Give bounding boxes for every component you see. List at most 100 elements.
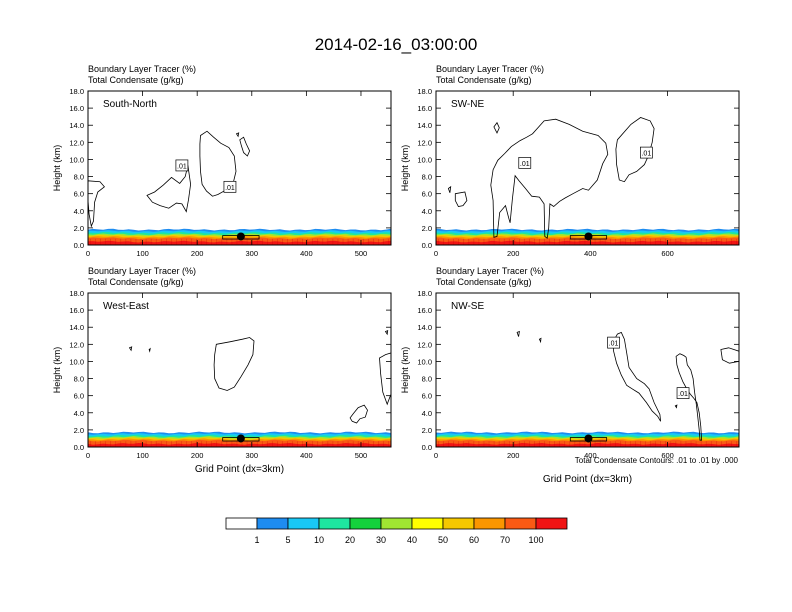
contour-label: .01 (641, 151, 651, 158)
contour-label: .01 (520, 161, 530, 168)
colorbar-label: 20 (345, 535, 355, 545)
condensate-contours (516, 330, 739, 442)
y-tick-label: 0.0 (74, 443, 84, 452)
y-tick-label: 6.0 (422, 392, 432, 401)
condensate-contour (379, 352, 391, 406)
colorbar-swatch (473, 517, 506, 530)
colorbar-swatch (287, 517, 320, 530)
contour-label-box (607, 336, 620, 349)
x-tick-label: 400 (300, 451, 313, 460)
condensate-contour (720, 347, 739, 364)
x-tick-label: 500 (355, 451, 368, 460)
condensate-contour (615, 117, 655, 183)
condensate-contour (349, 404, 368, 424)
x-tick-label: 0 (86, 451, 90, 460)
panel-label: NW-SE (451, 301, 484, 312)
condensate-contour (613, 331, 661, 422)
colorbar-label: 100 (528, 535, 543, 545)
contour-label-box (175, 159, 189, 172)
y-tick-label: 14.0 (69, 121, 84, 130)
y-tick-label: 4.0 (422, 409, 432, 418)
y-tick-label: 8.0 (422, 375, 432, 384)
panel-south-north: Boundary Layer Tracer (%)Total Condensat… (52, 64, 392, 258)
panel-subtitle-line: Total Condensate (g/kg) (88, 75, 184, 85)
y-tick-label: 10.0 (417, 155, 432, 164)
condensate-contour (447, 185, 452, 193)
y-tick-label: 18.0 (417, 289, 432, 298)
y-tick-label: 16.0 (69, 306, 84, 315)
colorbar-swatch (380, 517, 413, 530)
colorbar-label: 1 (254, 535, 259, 545)
y-tick-label: 2.0 (74, 426, 84, 435)
tracer-band (436, 442, 739, 447)
panel-frame (435, 292, 740, 448)
condensate-contour (148, 347, 151, 353)
condensate-contour (213, 337, 255, 391)
y-tick-label: 4.0 (422, 207, 432, 216)
colorbar-label: 50 (438, 535, 448, 545)
y-tick-label: 6.0 (74, 392, 84, 401)
panel-label: South-North (103, 99, 157, 110)
panel-frame (435, 90, 740, 246)
y-tick-label: 4.0 (74, 409, 84, 418)
panel-frame (87, 90, 392, 246)
x-tick-label: 0 (434, 451, 438, 460)
panel-label: West-East (103, 301, 149, 312)
x-axis-label: Grid Point (dx=3km) (543, 474, 632, 485)
contour-label: .01 (678, 391, 688, 398)
y-tick-label: 14.0 (417, 323, 432, 332)
y-tick-label: 16.0 (417, 104, 432, 113)
y-tick-label: 10.0 (69, 357, 84, 366)
colorbar-swatch (504, 517, 537, 530)
y-axis-label: Height (km) (400, 347, 410, 394)
y-tick-label: 8.0 (74, 375, 84, 384)
x-tick-label: 200 (191, 249, 204, 258)
y-tick-label: 12.0 (69, 138, 84, 147)
y-tick-label: 18.0 (417, 87, 432, 96)
x-tick-label: 300 (246, 451, 259, 460)
colorbar-swatch (318, 517, 351, 530)
condensate-contours (447, 117, 655, 240)
contour-label: .01 (225, 185, 235, 192)
panel-west-east: Boundary Layer Tracer (%)Total Condensat… (52, 266, 392, 475)
y-tick-label: 10.0 (417, 357, 432, 366)
x-tick-label: 300 (246, 249, 259, 258)
y-tick-label: 2.0 (74, 224, 84, 233)
contour-label: .01 (177, 163, 187, 170)
condensate-contour (454, 191, 468, 207)
condensate-contour (88, 180, 105, 228)
panel-subtitle-line: Boundary Layer Tracer (%) (436, 266, 544, 276)
x-tick-label: 600 (661, 249, 674, 258)
contour-label-box (518, 157, 532, 169)
x-tick-label: 200 (507, 451, 520, 460)
panel-sw-ne: Boundary Layer Tracer (%)Total Condensat… (400, 64, 740, 258)
figure-title: 2014-02-16_03:00:00 (315, 35, 478, 54)
panel-subtitle-line: Total Condensate (g/kg) (436, 277, 532, 287)
colorbar-swatch (256, 517, 289, 530)
panel-label: SW-NE (451, 99, 484, 110)
y-tick-label: 8.0 (74, 173, 84, 182)
contour-label-box (223, 180, 237, 193)
location-marker (584, 232, 593, 241)
panels: Boundary Layer Tracer (%)Total Condensat… (52, 64, 740, 485)
x-tick-label: 0 (86, 249, 90, 258)
y-tick-label: 2.0 (422, 224, 432, 233)
condensate-contours (128, 329, 391, 442)
panel-frame (87, 292, 392, 448)
colorbar-swatch (535, 517, 568, 530)
contour-note: Total Condensate Contours: .01 to .01 by… (575, 456, 739, 465)
condensate-contour (239, 136, 251, 157)
colorbar-swatch (442, 517, 475, 530)
condensate-contour (128, 346, 133, 352)
panel-subtitle-line: Boundary Layer Tracer (%) (88, 266, 196, 276)
y-tick-label: 18.0 (69, 289, 84, 298)
colorbar-swatch (411, 517, 444, 530)
x-tick-label: 600 (661, 451, 674, 460)
y-tick-label: 12.0 (69, 340, 84, 349)
x-tick-label: 500 (355, 249, 368, 258)
y-tick-label: 6.0 (74, 190, 84, 199)
colorbar-label: 5 (285, 535, 290, 545)
panel-subtitle-line: Total Condensate (g/kg) (88, 277, 184, 287)
colorbar-label: 70 (500, 535, 510, 545)
y-tick-label: 14.0 (69, 323, 84, 332)
